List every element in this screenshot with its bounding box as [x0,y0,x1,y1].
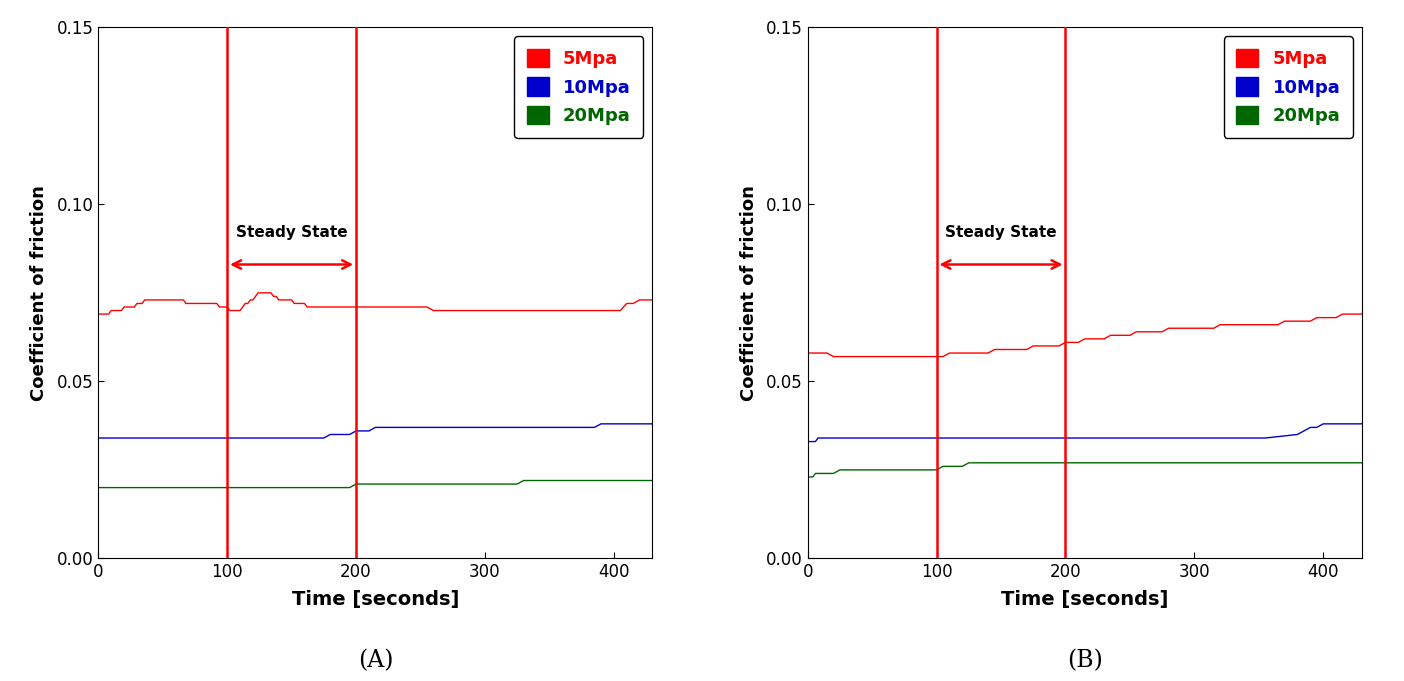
X-axis label: Time [seconds]: Time [seconds] [1001,590,1168,609]
Text: (B): (B) [1067,649,1102,671]
Legend: 5Mpa, 10Mpa, 20Mpa: 5Mpa, 10Mpa, 20Mpa [1224,36,1353,138]
Y-axis label: Coefficient of friction: Coefficient of friction [740,185,758,400]
X-axis label: Time [seconds]: Time [seconds] [292,590,459,609]
Text: Steady State: Steady State [236,225,347,240]
Text: Steady State: Steady State [945,225,1057,240]
Y-axis label: Coefficient of friction: Coefficient of friction [31,185,48,400]
Text: (A): (A) [358,649,393,671]
Legend: 5Mpa, 10Mpa, 20Mpa: 5Mpa, 10Mpa, 20Mpa [514,36,643,138]
